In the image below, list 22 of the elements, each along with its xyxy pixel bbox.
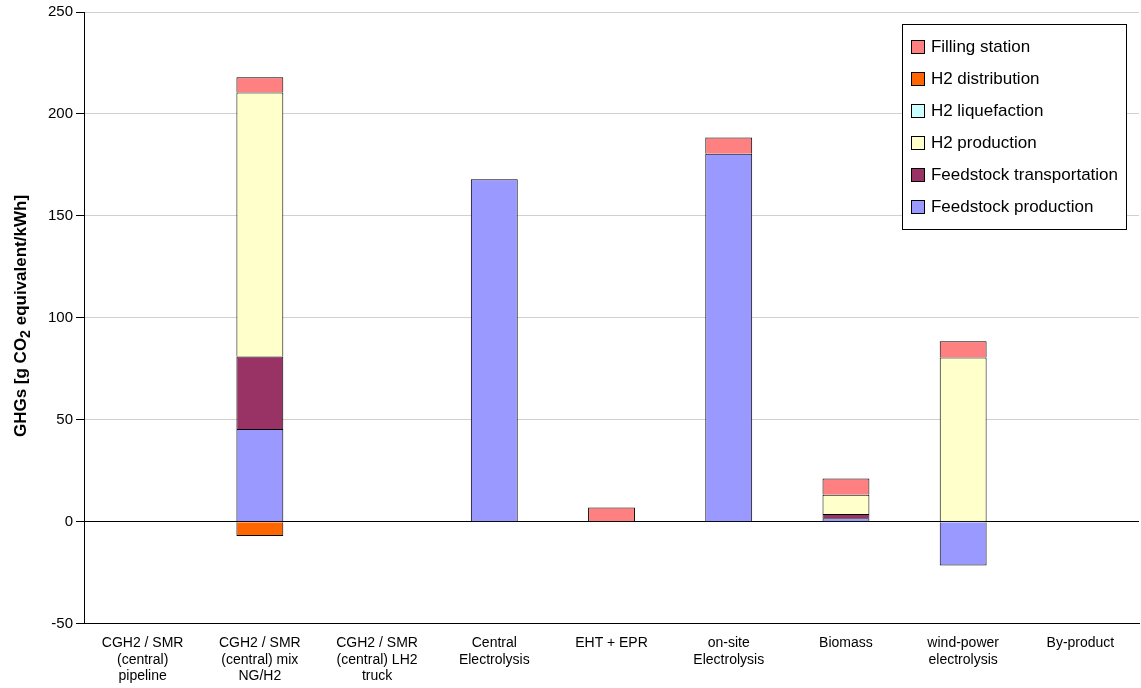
x-tick-label: Biomass xyxy=(819,633,873,650)
legend-label: H2 liquefaction xyxy=(930,101,1044,121)
x-tick-label: wind-power electrolysis xyxy=(926,633,1000,667)
y-tick-label: 250 xyxy=(48,2,74,20)
x-tick-label: on-site Electrolysis xyxy=(693,633,765,667)
y-tick-label: 50 xyxy=(56,409,74,427)
y-tick-label: -50 xyxy=(51,613,74,631)
legend-label: Feedstock production xyxy=(930,197,1094,217)
x-tick-label: CGH2 / SMR (central) mix NG/H2 xyxy=(219,633,301,684)
x-tick-label: Central Electrolysis xyxy=(458,633,530,667)
legend-label: Filling station xyxy=(930,37,1031,57)
legend-label: H2 distribution xyxy=(930,69,1040,89)
x-tick-label: CGH2 / SMR (central) LH2 truck xyxy=(336,633,418,684)
legend-label: H2 production xyxy=(930,133,1037,153)
x-tick-label: CGH2 / SMR (central) pipeline xyxy=(101,633,184,684)
y-tick-label: 100 xyxy=(48,307,74,325)
x-tick-label: EHT + EPR xyxy=(575,633,648,650)
y-tick-label: 200 xyxy=(48,104,74,122)
y-tick-label: 0 xyxy=(64,511,74,529)
legend-label: Feedstock transportation xyxy=(930,165,1118,185)
y-tick-label: 150 xyxy=(48,206,74,224)
x-tick-label: By-product xyxy=(1046,633,1115,650)
